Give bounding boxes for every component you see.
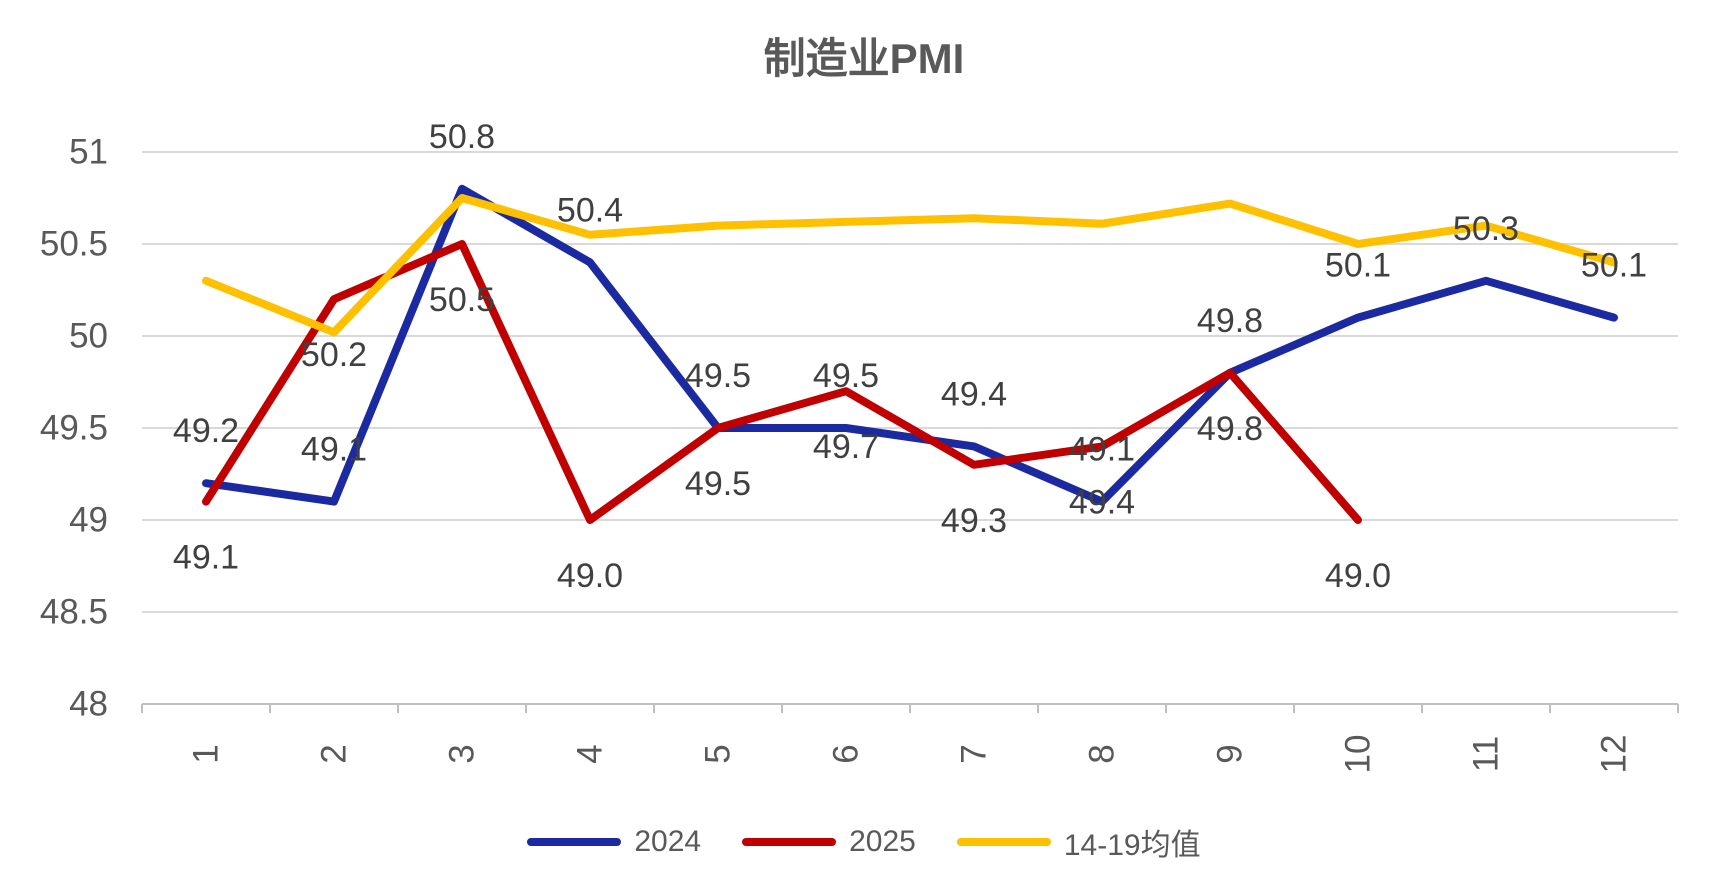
y-axis-label: 51 <box>69 133 108 172</box>
data-label-2025: 49.8 <box>1197 410 1263 448</box>
x-axis-label: 4 <box>571 744 610 763</box>
x-axis-label: 11 <box>1467 736 1506 772</box>
data-label-2025: 50.5 <box>429 281 495 319</box>
data-label-2025: 49.7 <box>813 428 879 466</box>
x-axis-label: 2 <box>315 744 354 763</box>
y-axis-label: 50 <box>69 317 108 356</box>
x-axis-label: 9 <box>1211 744 1250 763</box>
data-label-2024: 49.2 <box>173 412 239 450</box>
y-axis-label: 49 <box>69 501 108 540</box>
legend-swatch-avg <box>956 838 1051 846</box>
series-2024-line <box>202 184 1618 506</box>
data-label-2024: 49.5 <box>685 357 751 395</box>
legend-item-avg: 14-19均值 <box>956 820 1201 864</box>
y-axis-label: 49.5 <box>40 409 108 448</box>
chart-legend: 2024 2025 14-19均值 <box>0 820 1728 864</box>
data-label-2024: 49.1 <box>301 431 367 469</box>
legend-swatch-2024 <box>527 838 622 846</box>
legend-label-2025: 2025 <box>849 825 916 858</box>
x-axis-label: 10 <box>1339 735 1378 774</box>
data-label-2024: 49.5 <box>813 357 879 395</box>
data-label-2024: 49.1 <box>1069 431 1135 469</box>
x-axis-label: 5 <box>699 744 738 763</box>
y-axis-label: 50.5 <box>40 225 108 264</box>
data-label-2025: 49.3 <box>941 502 1007 540</box>
data-label-2025: 49.5 <box>685 465 751 503</box>
data-label-2025: 49.0 <box>557 557 623 595</box>
data-label-2024: 49.8 <box>1197 302 1263 340</box>
x-axis-label: 7 <box>955 744 994 763</box>
y-axis-label: 48.5 <box>40 593 108 632</box>
data-label-2025: 49.4 <box>1069 483 1135 521</box>
legend-label-avg: 14-19均值 <box>1063 829 1201 862</box>
data-label-2025: 50.2 <box>301 336 367 374</box>
x-axis-label: 3 <box>443 744 482 763</box>
chart-title: 制造业PMI <box>763 35 965 82</box>
x-axis-label: 12 <box>1595 735 1634 774</box>
x-axis-label: 6 <box>827 744 866 763</box>
series-14-19均值-line <box>202 194 1618 337</box>
x-axis-label: 1 <box>187 744 226 763</box>
data-label-2024: 50.1 <box>1581 247 1647 285</box>
data-label-2025: 49.1 <box>173 539 239 577</box>
series-2025-line <box>202 240 1362 524</box>
legend-swatch-2025 <box>742 838 837 846</box>
x-axis-label: 8 <box>1083 744 1122 763</box>
data-label-2024: 50.8 <box>429 118 495 156</box>
data-label-2025: 49.0 <box>1325 557 1391 595</box>
data-label-2024: 50.1 <box>1325 247 1391 285</box>
data-label-2024: 50.4 <box>557 191 623 229</box>
legend-label-2024: 2024 <box>634 825 702 858</box>
data-label-2024: 50.3 <box>1453 210 1519 248</box>
legend-item-2024: 2024 <box>527 825 701 859</box>
data-label-2024: 49.4 <box>941 375 1007 413</box>
y-axis-label: 48 <box>69 685 108 724</box>
legend-item-2025: 2025 <box>742 825 916 859</box>
